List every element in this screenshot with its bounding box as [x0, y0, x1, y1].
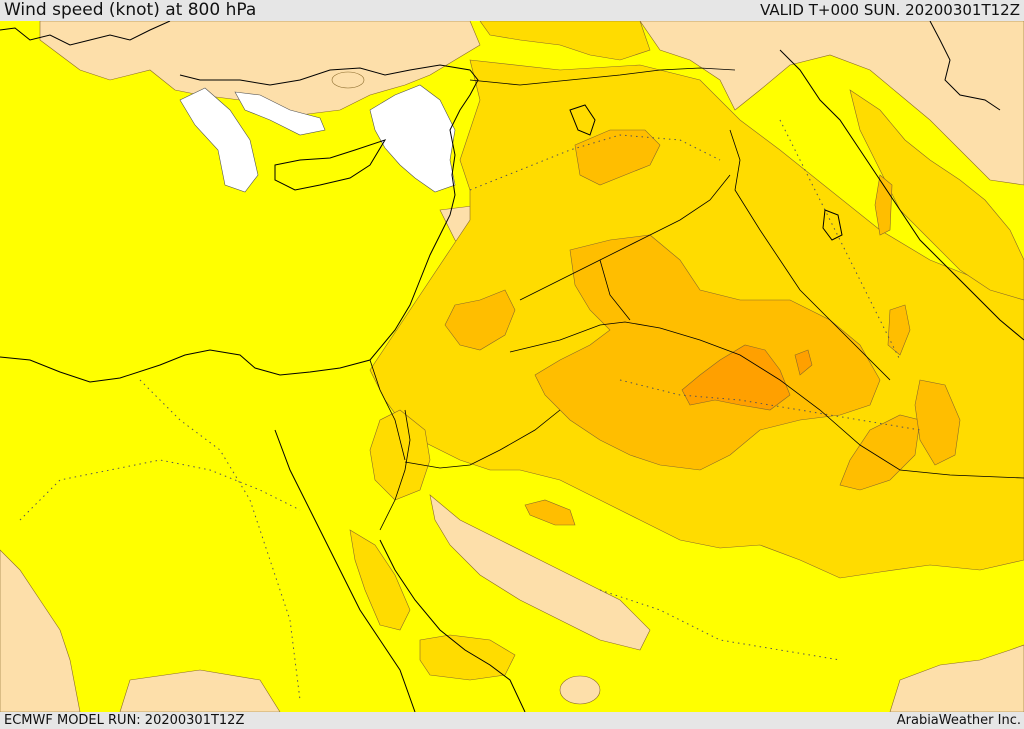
credit-text: ArabiaWeather Inc.: [896, 713, 1021, 728]
coastlines: [0, 21, 1024, 712]
coastline-mediterranean: [0, 64, 479, 383]
border-sinai: [379, 409, 411, 531]
strong-area-syria: [574, 129, 661, 186]
light-area-patch-4: [559, 675, 601, 705]
country-borders: [369, 67, 1024, 531]
valid-time: VALID T+000 SUN. 20200301T12Z: [760, 1, 1020, 19]
strong-wind-areas: [444, 129, 961, 526]
border-jordan-iraq: [599, 259, 631, 321]
border-iraq-iran: [729, 129, 891, 381]
lake-urmia: [822, 209, 843, 241]
border-syria-turkey: [469, 67, 736, 86]
strong-area-zagros: [874, 174, 893, 236]
dotted-contour-4: [619, 379, 921, 431]
light-area-patch-1: [331, 71, 365, 89]
lake-van: [569, 104, 596, 136]
strong-area-east: [914, 379, 961, 466]
dotted-contour-3: [469, 134, 721, 191]
coastline-cyprus: [274, 139, 387, 191]
strong-area-west: [444, 289, 516, 351]
border-jordan-saudi: [404, 409, 561, 469]
light-area-arabia-band: [429, 494, 651, 651]
strong-area-gulf: [839, 414, 921, 491]
light-area-west-africa: [0, 549, 81, 712]
coastline-turkey: [0, 21, 171, 46]
calm-wind-areas: [179, 84, 456, 193]
header-bar: Wind speed (knot) at 800 hPa VALID T+000…: [0, 0, 1024, 21]
strong-area-small-2: [524, 499, 576, 526]
dotted-contour-6: [779, 119, 901, 361]
coastline-red-sea-west: [274, 429, 416, 712]
coastline-red-sea-east: [379, 539, 526, 712]
footer-bar: ECMWF MODEL RUN: 20200301T12Z ArabiaWeat…: [0, 712, 1024, 729]
calm-area-north: [234, 91, 326, 136]
stronger-wind-areas: [681, 344, 813, 411]
calm-area-levant: [369, 84, 456, 193]
map-canvas[interactable]: [0, 21, 1024, 712]
moderate-area-south: [419, 634, 516, 681]
map-title: Wind speed (knot) at 800 hPa: [4, 0, 257, 20]
moderate-area-red-sea-east: [349, 529, 411, 631]
stronger-area-core: [681, 344, 791, 411]
light-area-sw-corner: [119, 669, 281, 712]
wind-speed-map[interactable]: [0, 21, 1024, 712]
moderate-area-north-band: [479, 21, 651, 61]
model-run: ECMWF MODEL RUN: 20200301T12Z: [4, 713, 245, 728]
border-syria-iraq: [519, 174, 731, 301]
stronger-area-small: [794, 349, 813, 376]
border-iraq-saudi: [509, 321, 1024, 479]
dotted-contours: [19, 119, 921, 701]
strong-area-iraq: [534, 234, 881, 471]
coastline-gulf: [779, 49, 1024, 341]
calm-area-aegean: [179, 87, 259, 193]
border-egypt-sudan: [369, 359, 406, 461]
light-area-north-east: [639, 21, 1024, 186]
strong-area-small-1: [887, 304, 911, 356]
moderate-area-sinai: [369, 409, 431, 501]
light-area-south-east: [889, 644, 1024, 712]
coastline-caspian: [929, 21, 1001, 111]
